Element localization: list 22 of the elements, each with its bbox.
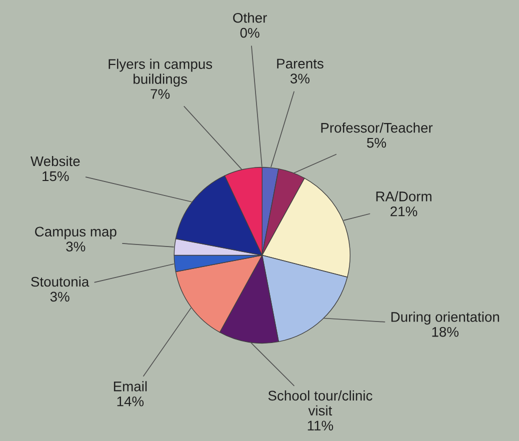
data-label: 3% bbox=[290, 74, 310, 84]
slice-label: Website bbox=[30, 156, 80, 166]
slice-label: Flyers in campus buildings bbox=[108, 58, 212, 87]
data-label: 3% bbox=[66, 242, 86, 252]
slice-label: School tour/clinic visit bbox=[268, 390, 372, 416]
slice-label: During orientation bbox=[391, 312, 500, 325]
slice-label: Professor/Teacher bbox=[321, 122, 433, 133]
category-label: Other bbox=[233, 12, 267, 23]
data-label: 18% bbox=[432, 326, 459, 337]
slice-label: Stoutonia bbox=[31, 276, 90, 287]
slice-label: RA/Dorm bbox=[376, 191, 432, 202]
data-label: 5% bbox=[367, 138, 386, 148]
slice-label: Email bbox=[114, 381, 147, 392]
text: 0% bbox=[240, 28, 260, 38]
data-label: 15% bbox=[42, 171, 69, 182]
data-label: 3% bbox=[50, 292, 70, 302]
data-label: 7% bbox=[150, 89, 170, 99]
data-label: 14% bbox=[117, 396, 144, 406]
slice-label: Parents bbox=[277, 58, 324, 69]
data-label: 21% bbox=[390, 206, 418, 216]
data-label: 11% bbox=[308, 420, 334, 430]
slice-label: Campus map bbox=[35, 226, 116, 240]
